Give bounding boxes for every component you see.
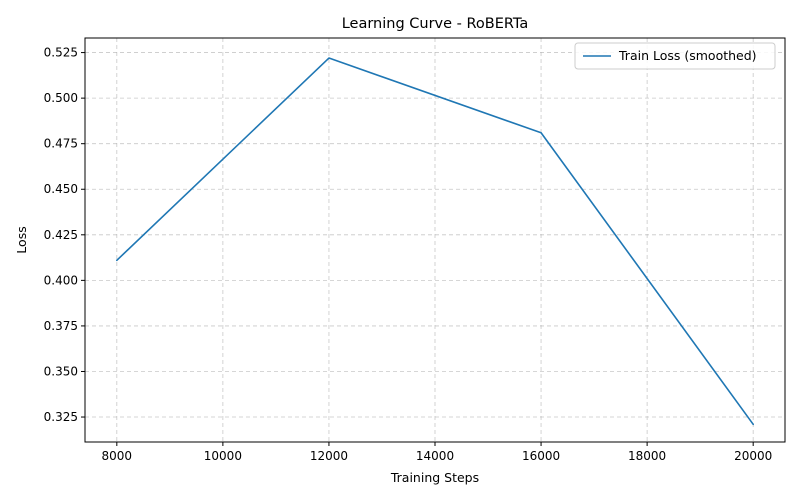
x-tick-label: 10000 bbox=[204, 449, 242, 463]
x-tick-label: 12000 bbox=[310, 449, 348, 463]
y-tick-label: 0.500 bbox=[44, 91, 78, 105]
series-line bbox=[116, 57, 754, 426]
y-tick-label: 0.400 bbox=[44, 273, 78, 287]
x-tick-label: 14000 bbox=[416, 449, 454, 463]
chart-title: Learning Curve - RoBERTa bbox=[342, 16, 529, 32]
legend: Train Loss (smoothed) bbox=[574, 42, 776, 70]
legend-box bbox=[574, 42, 776, 70]
y-tick-label: 0.375 bbox=[44, 319, 78, 333]
y-tick-label: 0.325 bbox=[44, 410, 78, 424]
series-layer bbox=[116, 57, 754, 426]
x-tick-label: 20000 bbox=[734, 449, 772, 463]
y-tick-label: 0.425 bbox=[44, 228, 78, 242]
y-tick-label: 0.350 bbox=[44, 364, 78, 378]
grid bbox=[85, 38, 785, 442]
y-tick-label: 0.450 bbox=[44, 182, 78, 196]
legend-label: Train Loss (smoothed) bbox=[618, 48, 757, 63]
x-tick-label: 16000 bbox=[522, 449, 560, 463]
y-tick-label: 0.475 bbox=[44, 137, 78, 151]
x-tick-label: 8000 bbox=[102, 449, 133, 463]
x-tick-label: 18000 bbox=[628, 449, 666, 463]
x-axis-label: Training Steps bbox=[390, 470, 479, 485]
y-axis-label: Loss bbox=[14, 226, 29, 253]
ticks: 8000 10000 12000 14000 16000 18000 20000 0.325 0… bbox=[44, 46, 773, 463]
y-tick-label: 0.525 bbox=[44, 46, 78, 60]
